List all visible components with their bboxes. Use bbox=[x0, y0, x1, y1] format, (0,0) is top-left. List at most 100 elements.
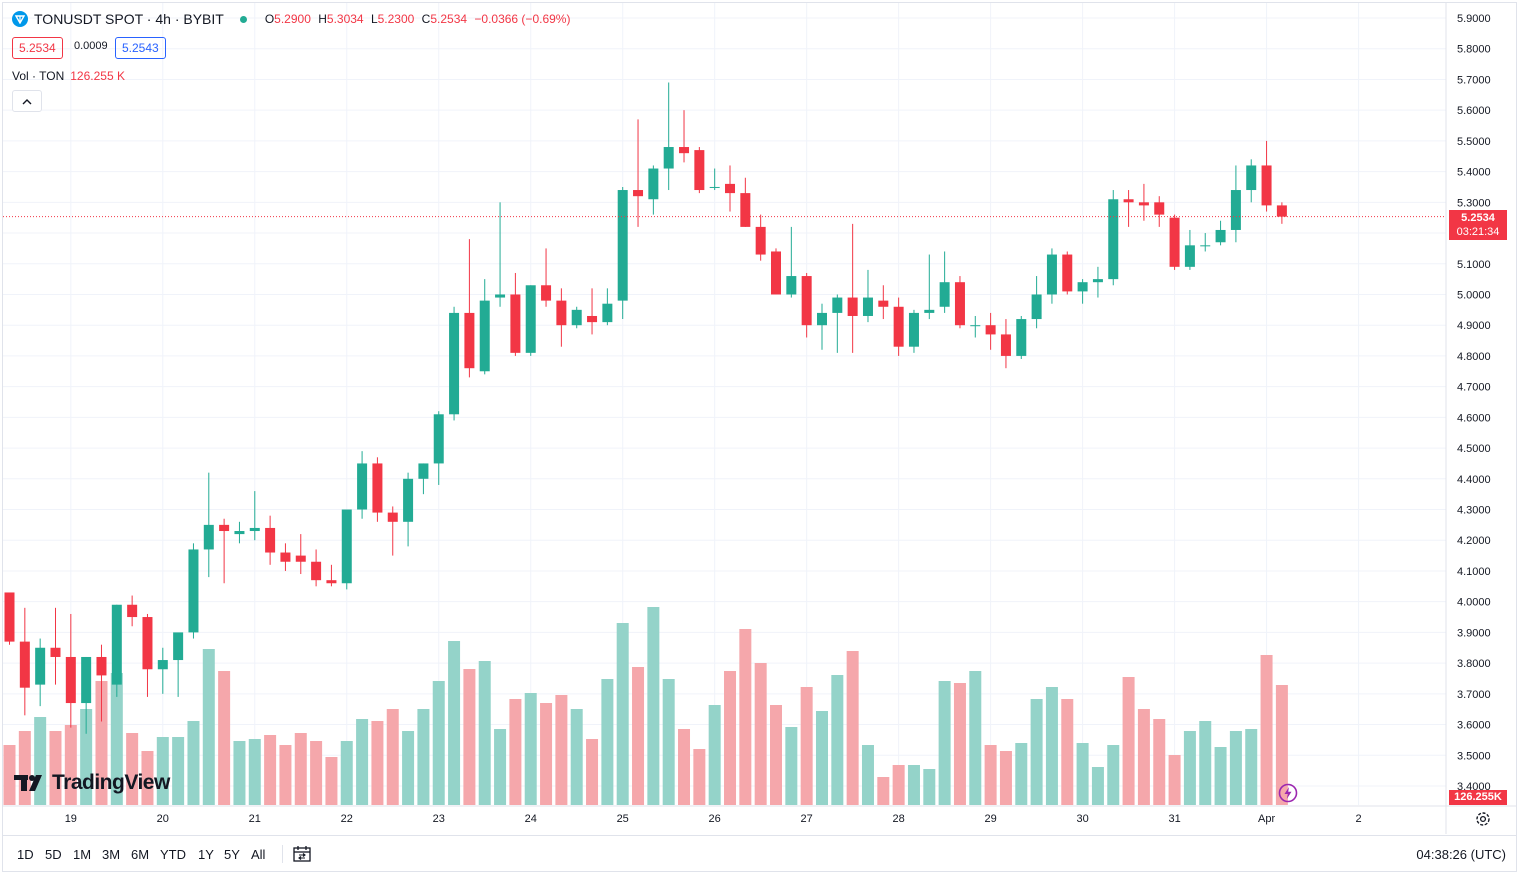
volume-bar bbox=[1245, 729, 1258, 805]
buy-price-button[interactable]: 5.2543 bbox=[115, 37, 166, 59]
volume-bar bbox=[294, 733, 307, 805]
range-1m-button[interactable]: 1M bbox=[73, 847, 92, 862]
time-axis-label: Apr bbox=[1258, 813, 1275, 825]
volume-bar bbox=[1045, 687, 1058, 805]
candle-body bbox=[847, 297, 858, 316]
volume-bar bbox=[1061, 699, 1074, 805]
volume-bar bbox=[371, 721, 384, 805]
candle-body bbox=[510, 294, 521, 353]
candle-body bbox=[65, 656, 76, 704]
volume-bar bbox=[264, 735, 277, 805]
volume-bar bbox=[861, 745, 874, 805]
time-axis-label: 29 bbox=[984, 813, 996, 825]
volume-bar bbox=[754, 663, 767, 805]
volume-bar bbox=[448, 641, 461, 805]
candle-body bbox=[801, 276, 812, 326]
spread-value: 0.0009 bbox=[74, 40, 108, 52]
time-axis-label: 19 bbox=[65, 813, 77, 825]
candle-body bbox=[464, 312, 475, 369]
time-axis-label: 31 bbox=[1168, 813, 1180, 825]
candle-body bbox=[1215, 229, 1226, 243]
candle-body bbox=[1092, 279, 1103, 283]
price-axis-label: 4.4000 bbox=[1457, 474, 1491, 486]
candle-body bbox=[1261, 165, 1272, 206]
candle-body bbox=[541, 285, 552, 301]
candle-body bbox=[1246, 165, 1257, 191]
lightning-icon[interactable] bbox=[1278, 783, 1298, 803]
candle-body bbox=[617, 190, 628, 301]
symbol-title[interactable]: TONUSDT SPOT · 4h · BYBIT bbox=[34, 11, 224, 27]
volume-bar bbox=[815, 711, 828, 805]
last-price-tag: 5.2534 03:21:34 bbox=[1449, 210, 1507, 240]
price-axis-label: 5.0000 bbox=[1457, 289, 1491, 301]
volume-bar bbox=[432, 681, 445, 805]
price-axis-label: 5.6000 bbox=[1457, 105, 1491, 117]
volume-bar bbox=[1199, 721, 1212, 805]
range-all-button[interactable]: All bbox=[251, 847, 266, 862]
volume-bar bbox=[708, 705, 721, 805]
price-axis-label: 3.5000 bbox=[1457, 750, 1491, 762]
volume-bar bbox=[1168, 755, 1181, 805]
volume-bar bbox=[509, 699, 522, 805]
range-1d-button[interactable]: 1D bbox=[17, 847, 34, 862]
grid bbox=[3, 3, 1446, 805]
sell-price-button[interactable]: 5.2534 bbox=[12, 37, 63, 59]
candle-body bbox=[1154, 202, 1165, 215]
range-1y-button[interactable]: 1Y bbox=[198, 847, 214, 862]
price-axis-label: 3.8000 bbox=[1457, 658, 1491, 670]
volume-bar bbox=[678, 729, 691, 805]
time-axis-label: 24 bbox=[525, 813, 537, 825]
range-5d-button[interactable]: 5D bbox=[45, 847, 62, 862]
ohlc-values: O5.2900 H5.3034 L5.2300 C5.2534 −0.0366 … bbox=[264, 12, 571, 26]
range-5y-button[interactable]: 5Y bbox=[224, 847, 240, 862]
candle-body bbox=[357, 463, 368, 510]
volume-bar bbox=[478, 661, 491, 805]
volume-label: Vol · TON bbox=[12, 69, 65, 83]
candle-body bbox=[985, 325, 996, 335]
time-axis-label: 25 bbox=[617, 813, 629, 825]
tradingview-logo[interactable]: TradingView bbox=[14, 771, 170, 795]
volume-bar bbox=[831, 675, 844, 805]
range-3m-button[interactable]: 3M bbox=[102, 847, 121, 862]
price-axis-label: 5.4000 bbox=[1457, 167, 1491, 179]
candle-body bbox=[1046, 254, 1057, 295]
candle-body bbox=[418, 463, 429, 479]
collapse-legend-button[interactable] bbox=[12, 90, 42, 112]
price-axis-label: 4.2000 bbox=[1457, 535, 1491, 547]
candle-body bbox=[249, 527, 260, 532]
volume-bar bbox=[846, 651, 859, 805]
candle-body bbox=[694, 150, 705, 191]
candle-body bbox=[387, 512, 398, 522]
volume-bar bbox=[923, 769, 936, 805]
candle-body bbox=[663, 147, 674, 169]
volume-bar bbox=[1076, 743, 1089, 805]
candle-body bbox=[755, 226, 766, 255]
volume-bar bbox=[984, 745, 997, 805]
time-axis-label: 21 bbox=[249, 813, 261, 825]
candle-body bbox=[403, 478, 414, 522]
candle-body bbox=[648, 168, 659, 200]
volume-bar bbox=[233, 741, 246, 805]
range-ytd-button[interactable]: YTD bbox=[160, 847, 186, 862]
volume-bar bbox=[1137, 709, 1150, 805]
candle-body bbox=[157, 660, 168, 670]
volume-bar bbox=[1030, 699, 1043, 805]
candle-body bbox=[1031, 294, 1042, 320]
candle-body bbox=[970, 325, 981, 327]
range-6m-button[interactable]: 6M bbox=[131, 847, 150, 862]
candle-body bbox=[1169, 217, 1180, 267]
utc-clock[interactable]: 04:38:26 (UTC) bbox=[1416, 847, 1506, 862]
volume-bar bbox=[877, 777, 890, 805]
candle-body bbox=[633, 190, 644, 197]
candle-body bbox=[341, 509, 352, 584]
compare-icon[interactable] bbox=[291, 843, 313, 865]
volume-bar bbox=[141, 751, 154, 805]
candle-body bbox=[602, 303, 613, 323]
candle-body bbox=[786, 276, 797, 295]
candle-body bbox=[679, 147, 690, 154]
toolbar-divider bbox=[282, 845, 283, 863]
volume-bar bbox=[724, 671, 737, 805]
settings-icon[interactable] bbox=[1474, 810, 1492, 828]
